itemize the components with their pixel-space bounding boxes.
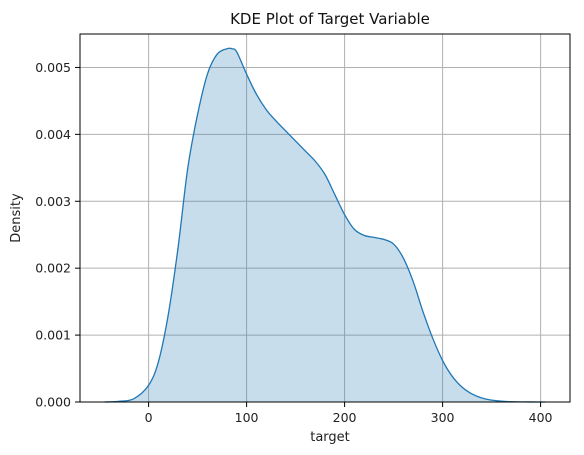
x-tick-label: 0 [145, 410, 153, 425]
x-tick-label: 300 [431, 410, 455, 425]
y-tick-label: 0.003 [35, 194, 71, 209]
y-tick-label: 0.001 [35, 328, 71, 343]
y-tick-label: 0.004 [35, 127, 71, 142]
x-tick-label: 100 [235, 410, 259, 425]
y-tick-label: 0.002 [35, 261, 71, 276]
y-tick-label: 0.005 [35, 60, 71, 75]
x-axis-label: target [310, 430, 350, 445]
x-tick-label: 400 [529, 410, 553, 425]
chart-title: KDE Plot of Target Variable [230, 10, 430, 28]
plot-frame [79, 33, 571, 403]
y-axis-ticks: 0.000 0.001 0.002 0.003 0.004 0.005 [35, 60, 80, 410]
kde-area [104, 48, 546, 403]
y-tick-label: 0.000 [35, 395, 71, 410]
kde-line [104, 47, 546, 403]
y-axis-label: Density [9, 193, 24, 243]
x-tick-label: 200 [333, 410, 357, 425]
x-axis-ticks: 0 100 200 300 400 [145, 402, 553, 425]
